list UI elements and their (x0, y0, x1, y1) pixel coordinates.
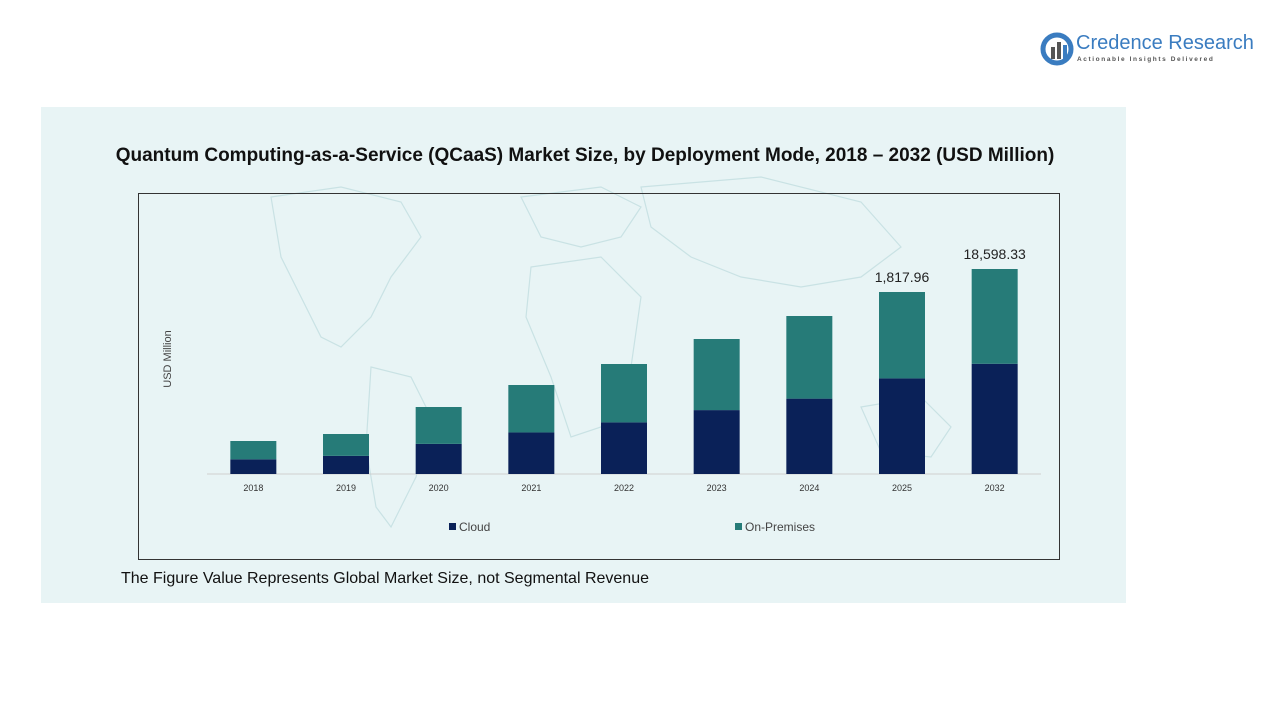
bar-cloud-2020 (415, 443, 462, 474)
x-tick-label-2020: 2020 (429, 483, 449, 493)
bar-cloud-2025 (879, 378, 925, 474)
x-tick-label-2021: 2021 (521, 483, 541, 493)
logo-icon (1040, 32, 1074, 66)
logo-tagline: Actionable Insights Delivered (1077, 56, 1215, 63)
bar-on-premises-2020 (415, 407, 462, 444)
chart-panel (41, 107, 1126, 603)
bar-on-premises-2025 (879, 292, 925, 379)
x-tick-label-2023: 2023 (707, 483, 727, 493)
chart-area: 2018 2019 2020 2021 2022 2023 2024 2025 1,817.96… (138, 193, 1060, 560)
logo-name: Credence Research (1076, 32, 1254, 54)
bar-on-premises-2019 (323, 434, 369, 456)
bar-cloud-2023 (693, 410, 740, 474)
bar-cloud-2018 (230, 459, 277, 474)
bar-on-premises-2024 (786, 316, 833, 399)
legend-swatch-on-premises (735, 523, 742, 530)
data-label-2025: 1,817.96 (875, 269, 930, 285)
bar-cloud-2021 (508, 432, 555, 474)
footnote: The Figure Value Represents Global Marke… (121, 570, 649, 587)
x-tick-label-2032: 2032 (985, 483, 1005, 493)
bar-cloud-2022 (601, 422, 647, 474)
credence-research-logo: Credence Research Actionable Insights De… (1040, 30, 1260, 70)
x-tick-label-2019: 2019 (336, 483, 356, 493)
bar-cloud-2024 (786, 398, 833, 474)
legend-swatch-cloud (449, 523, 456, 530)
bar-on-premises-2032 (971, 269, 1018, 364)
bar-on-premises-2018 (230, 441, 277, 460)
bar-chart: 2018 2019 2020 2021 2022 2023 2024 2025 1,817.96… (162, 246, 1041, 534)
x-tick-label-2025: 2025 (892, 483, 912, 493)
bar-cloud-2032 (971, 363, 1018, 474)
data-label-2032: 18,598.33 (964, 246, 1026, 262)
x-tick-label-2018: 2018 (243, 483, 263, 493)
bar-on-premises-2022 (601, 364, 647, 423)
legend-label-cloud: Cloud (459, 520, 490, 534)
y-axis-label: USD Million (162, 330, 174, 387)
legend-label-on-premises: On-Premises (745, 520, 815, 534)
x-tick-label-2022: 2022 (614, 483, 634, 493)
chart-title: Quantum Computing-as-a-Service (QCaaS) M… (115, 145, 1055, 166)
bar-cloud-2019 (323, 455, 369, 474)
x-tick-label-2024: 2024 (799, 483, 819, 493)
bar-on-premises-2023 (693, 339, 740, 411)
bar-on-premises-2021 (508, 385, 555, 433)
